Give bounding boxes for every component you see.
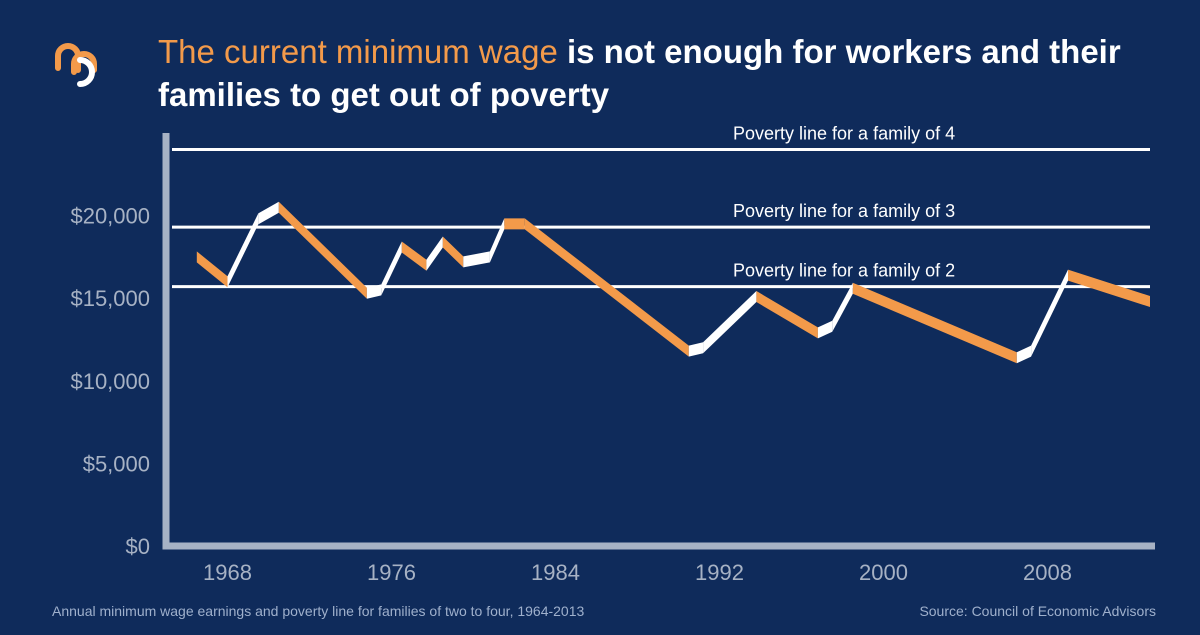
y-tick-label: $5,000 bbox=[83, 451, 150, 476]
wage-ribbon-segment bbox=[688, 342, 704, 357]
wage-ribbon-segment bbox=[381, 241, 402, 296]
y-tick-label: $15,000 bbox=[70, 286, 150, 311]
wage-ribbon-segment bbox=[524, 218, 689, 357]
wage-ribbon-segment bbox=[258, 201, 279, 225]
wage-ribbon-segment bbox=[401, 241, 427, 271]
wage-ribbon-segment bbox=[366, 284, 382, 299]
wage-ribbon-segment bbox=[1068, 269, 1150, 307]
x-tick-label: 1968 bbox=[203, 560, 252, 585]
wage-ribbon-segment bbox=[756, 291, 818, 339]
poverty-line-label-2: Poverty line for a family of 3 bbox=[733, 201, 955, 221]
wage-ribbon-segment bbox=[489, 218, 505, 263]
x-tick-label: 1984 bbox=[531, 560, 580, 585]
wage-ribbon-segment bbox=[852, 282, 1017, 364]
wage-ribbon-segment bbox=[1016, 345, 1032, 364]
chart-title: The current minimum wage is not enough f… bbox=[158, 30, 1158, 116]
source-note: Source: Council of Economic Advisors bbox=[919, 603, 1156, 619]
poverty-line-label-3: Poverty line for a family of 2 bbox=[733, 261, 955, 281]
wage-ribbon-segment bbox=[463, 251, 490, 268]
title-rest: is not enough for workers and their fami… bbox=[158, 33, 1121, 113]
wage-ribbon-segment bbox=[426, 236, 443, 271]
wage-ribbon-segment bbox=[196, 251, 228, 288]
brand-logo-icon bbox=[55, 43, 97, 87]
x-tick-label: 2008 bbox=[1023, 560, 1072, 585]
wage-ribbon-segment bbox=[227, 213, 259, 288]
wage-ribbon-segment bbox=[703, 291, 757, 354]
y-tick-label: $0 bbox=[126, 534, 150, 559]
x-tick-label: 2000 bbox=[859, 560, 908, 585]
y-tick-label: $10,000 bbox=[70, 369, 150, 394]
wage-ribbon-segment bbox=[442, 236, 464, 268]
wage-ribbon-segment bbox=[278, 201, 367, 299]
wage-ribbon-segment bbox=[504, 218, 525, 230]
chart-caption: Annual minimum wage earnings and poverty… bbox=[52, 603, 585, 619]
poverty-line-label-1: Poverty line for a family of 4 bbox=[733, 124, 955, 144]
wage-ribbon-segment bbox=[1031, 269, 1068, 357]
x-tick-label: 1976 bbox=[367, 560, 416, 585]
wage-ribbon-segment bbox=[817, 320, 833, 339]
wage-ribbon-segment bbox=[832, 282, 853, 332]
y-tick-label: $20,000 bbox=[70, 204, 150, 229]
title-highlight: The current minimum wage bbox=[158, 33, 558, 70]
x-tick-label: 1992 bbox=[695, 560, 744, 585]
